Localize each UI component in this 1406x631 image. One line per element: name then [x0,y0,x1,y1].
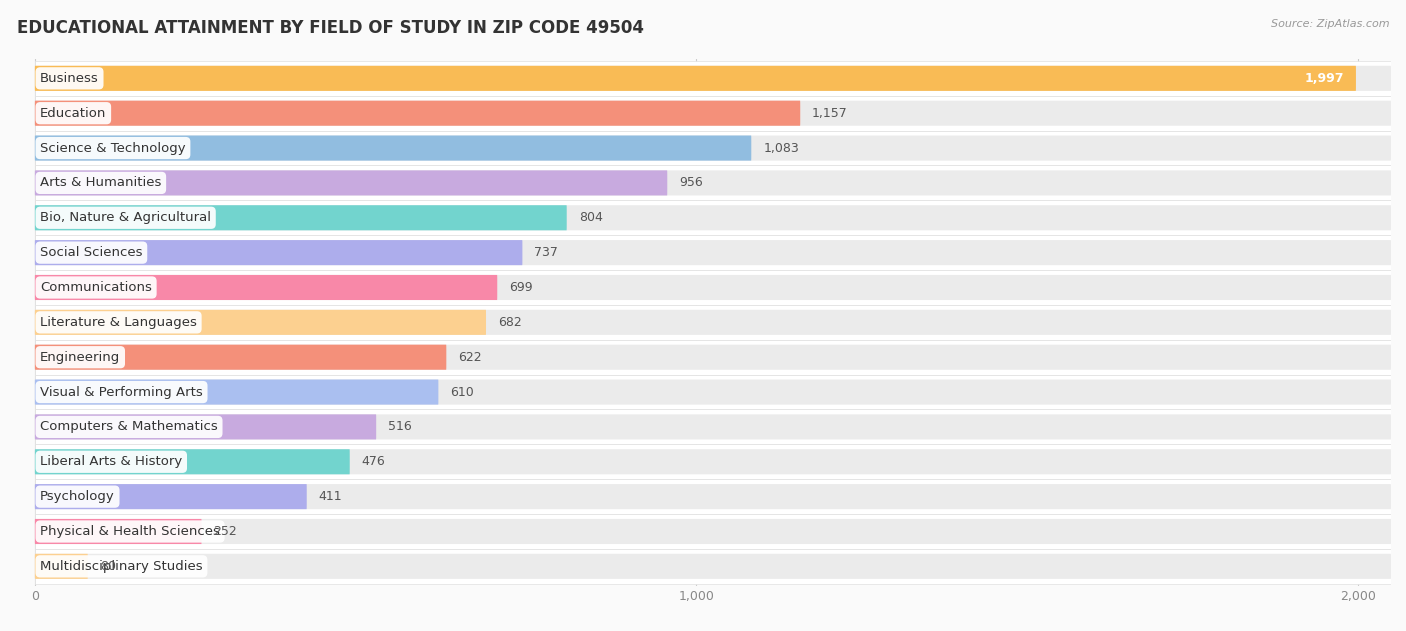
Text: 1,157: 1,157 [813,107,848,120]
FancyBboxPatch shape [35,339,1391,375]
FancyBboxPatch shape [35,375,1391,410]
FancyBboxPatch shape [35,519,201,544]
FancyBboxPatch shape [35,305,1391,339]
FancyBboxPatch shape [35,345,1391,370]
FancyBboxPatch shape [35,379,439,404]
Text: Arts & Humanities: Arts & Humanities [41,177,162,189]
FancyBboxPatch shape [35,484,1391,509]
FancyBboxPatch shape [35,415,1391,439]
FancyBboxPatch shape [35,554,1391,579]
Text: 804: 804 [579,211,603,224]
FancyBboxPatch shape [35,96,1391,131]
Text: 411: 411 [319,490,342,503]
Text: 252: 252 [214,525,238,538]
Text: Engineering: Engineering [41,351,121,363]
FancyBboxPatch shape [35,205,567,230]
Text: 476: 476 [361,456,385,468]
Text: Computers & Mathematics: Computers & Mathematics [41,420,218,433]
FancyBboxPatch shape [35,275,1391,300]
Text: EDUCATIONAL ATTAINMENT BY FIELD OF STUDY IN ZIP CODE 49504: EDUCATIONAL ATTAINMENT BY FIELD OF STUDY… [17,19,644,37]
Text: 699: 699 [509,281,533,294]
FancyBboxPatch shape [35,101,800,126]
Text: 1,997: 1,997 [1305,72,1344,85]
FancyBboxPatch shape [35,61,1391,96]
Text: Social Sciences: Social Sciences [41,246,142,259]
FancyBboxPatch shape [35,549,1391,584]
FancyBboxPatch shape [35,310,1391,335]
FancyBboxPatch shape [35,514,1391,549]
Text: 956: 956 [679,177,703,189]
FancyBboxPatch shape [35,449,350,475]
FancyBboxPatch shape [35,201,1391,235]
Text: 1,083: 1,083 [763,141,799,155]
FancyBboxPatch shape [35,131,1391,165]
FancyBboxPatch shape [35,101,1391,126]
Text: 682: 682 [498,316,522,329]
Text: 610: 610 [450,386,474,399]
FancyBboxPatch shape [35,449,1391,475]
Text: 516: 516 [388,420,412,433]
FancyBboxPatch shape [35,136,1391,161]
Text: Business: Business [41,72,98,85]
Text: Education: Education [41,107,107,120]
FancyBboxPatch shape [35,66,1391,91]
FancyBboxPatch shape [35,165,1391,201]
Text: Literature & Languages: Literature & Languages [41,316,197,329]
FancyBboxPatch shape [35,479,1391,514]
Text: Liberal Arts & History: Liberal Arts & History [41,456,183,468]
Text: Physical & Health Sciences: Physical & Health Sciences [41,525,219,538]
FancyBboxPatch shape [35,519,1391,544]
FancyBboxPatch shape [35,235,1391,270]
FancyBboxPatch shape [35,410,1391,444]
Text: Multidisciplinary Studies: Multidisciplinary Studies [41,560,202,573]
FancyBboxPatch shape [35,484,307,509]
FancyBboxPatch shape [35,275,498,300]
Text: Science & Technology: Science & Technology [41,141,186,155]
FancyBboxPatch shape [35,66,1355,91]
Text: Source: ZipAtlas.com: Source: ZipAtlas.com [1271,19,1389,29]
Text: 622: 622 [458,351,482,363]
FancyBboxPatch shape [35,310,486,335]
Text: 737: 737 [534,246,558,259]
FancyBboxPatch shape [35,240,1391,265]
FancyBboxPatch shape [35,444,1391,479]
FancyBboxPatch shape [35,554,87,579]
FancyBboxPatch shape [35,205,1391,230]
FancyBboxPatch shape [35,345,446,370]
FancyBboxPatch shape [35,270,1391,305]
Text: 80: 80 [100,560,115,573]
FancyBboxPatch shape [35,170,668,196]
Text: Psychology: Psychology [41,490,115,503]
FancyBboxPatch shape [35,379,1391,404]
Text: Visual & Performing Arts: Visual & Performing Arts [41,386,202,399]
FancyBboxPatch shape [35,136,751,161]
FancyBboxPatch shape [35,240,523,265]
Text: Bio, Nature & Agricultural: Bio, Nature & Agricultural [41,211,211,224]
FancyBboxPatch shape [35,170,1391,196]
Text: Communications: Communications [41,281,152,294]
FancyBboxPatch shape [35,415,377,439]
